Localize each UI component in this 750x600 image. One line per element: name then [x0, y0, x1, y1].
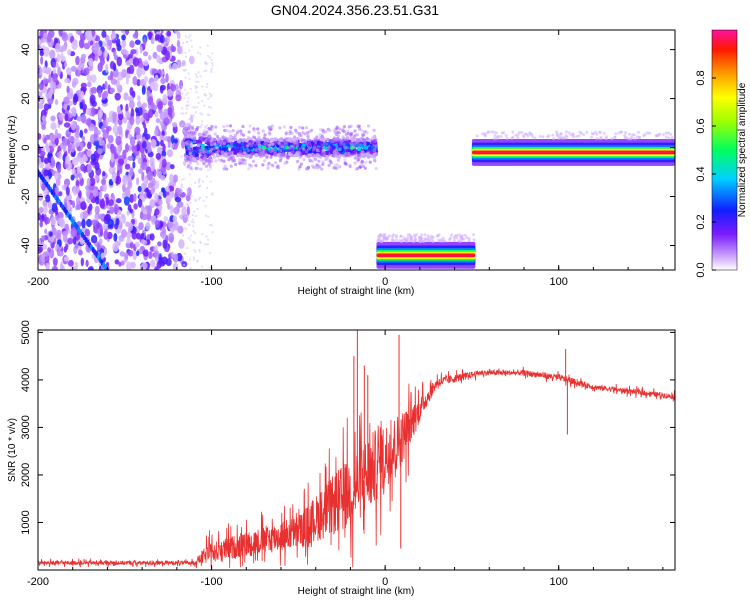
snr-series — [38, 330, 675, 569]
snr-frame — [37, 329, 676, 571]
snr-x-ticks: -200 -100 0 100 — [27, 330, 664, 588]
spectrogram-x-tick-label: -200 — [27, 276, 49, 288]
colorbar-ticks: 0.0 0.2 0.4 0.6 0.8 — [695, 70, 716, 278]
snr-marks — [38, 330, 675, 569]
snr-y-tick-label: 4000 — [20, 368, 32, 392]
snr-y-tick-label: 1000 — [20, 510, 32, 534]
snr-plot-area — [38, 330, 675, 570]
spectrogram-y-tick-label: -40 — [20, 238, 32, 254]
spectrogram-y-ticks: -40 -20 0 20 40 — [20, 43, 675, 253]
spectrogram-marks — [38, 30, 675, 270]
spectrogram-x-tick-label: 100 — [550, 276, 568, 288]
colorbar-gradient — [711, 29, 738, 271]
colorbar-tick-label: 0.6 — [695, 118, 707, 133]
spectrogram-y-tick-label: 20 — [20, 92, 32, 104]
spectrogram-x-tick-label: -100 — [201, 276, 223, 288]
colorbar-tick-label: 0.2 — [695, 214, 707, 229]
colorbar-tick-label: 0.4 — [695, 166, 707, 181]
snr-y-ticks: 1000 2000 3000 4000 5000 — [20, 320, 675, 535]
colorbar: 0.0 0.2 0.4 0.6 0.8 Normalized spectral ampl… — [695, 29, 748, 278]
snr-y-tick-label: 5000 — [20, 320, 32, 344]
snr-x-axis-title: Height of straight line (km) — [298, 586, 415, 597]
spectrogram-y-tick-label: 0 — [20, 144, 32, 150]
snr-x-tick-label: 100 — [550, 576, 568, 588]
snr-y-tick-label: 2000 — [20, 463, 32, 487]
spectrogram-x-axis-title: Height of straight line (km) — [298, 286, 415, 297]
colorbar-tick-label: 0.8 — [695, 70, 707, 85]
spectrogram-y-tick-label: -20 — [20, 189, 32, 205]
snr-panel: -200 -100 0 100 1000 2000 3000 4000 5000 Height… — [7, 320, 676, 597]
spectrogram-y-tick-label: 40 — [20, 43, 32, 55]
snr-y-tick-label: 3000 — [20, 415, 32, 439]
spectrogram-y-axis-title: Frequency (Hz) — [7, 116, 18, 185]
snr-y-axis-title: SNR (10 * v/v) — [7, 418, 18, 482]
figure-title: GN04.2024.356.23.51.G31 — [271, 2, 439, 18]
colorbar-tick-label: 0.0 — [695, 262, 707, 277]
spectrogram-region-3 — [471, 130, 675, 166]
band-layer-5 — [376, 253, 476, 258]
snr-x-tick-label: 0 — [382, 576, 388, 588]
snr-x-tick-label: -200 — [27, 576, 49, 588]
spectrogram-region-0 — [38, 30, 214, 270]
spectrogram-region-2 — [376, 232, 476, 269]
spectrogram-cells — [38, 30, 675, 270]
colorbar-label: Normalized spectral amplitude — [737, 82, 748, 217]
band-layer-5 — [471, 150, 675, 155]
spectrogram-frame — [37, 29, 676, 271]
snr-x-tick-label: -100 — [201, 576, 223, 588]
snr-line — [38, 366, 675, 569]
spectrogram-x-ticks: -200 -100 0 100 — [27, 30, 664, 288]
spectrogram-region-1 — [183, 124, 379, 172]
spectrogram-x-tick-label: 0 — [382, 276, 388, 288]
